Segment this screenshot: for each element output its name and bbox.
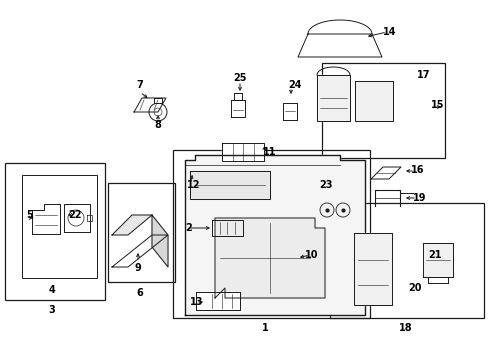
Text: 2: 2: [185, 223, 192, 233]
Bar: [321, 63, 444, 158]
Text: 24: 24: [287, 80, 301, 90]
Polygon shape: [184, 155, 364, 315]
Polygon shape: [64, 204, 90, 232]
Polygon shape: [112, 215, 152, 235]
Bar: [5, 163, 105, 300]
Text: 21: 21: [427, 250, 441, 260]
Polygon shape: [427, 277, 447, 283]
Bar: [22, 175, 97, 278]
Circle shape: [149, 103, 167, 121]
Polygon shape: [297, 34, 381, 57]
Text: 23: 23: [319, 180, 332, 190]
Text: 15: 15: [430, 100, 444, 110]
Text: 12: 12: [187, 180, 201, 190]
Text: 18: 18: [398, 323, 412, 333]
Text: 3: 3: [48, 305, 55, 315]
Text: 5: 5: [26, 210, 33, 220]
Polygon shape: [190, 171, 269, 199]
Text: 16: 16: [410, 165, 424, 175]
Text: 9: 9: [134, 263, 141, 273]
Polygon shape: [152, 215, 168, 267]
Text: 7: 7: [136, 80, 143, 90]
Bar: [370, 87, 379, 115]
Bar: [358, 87, 367, 115]
Polygon shape: [230, 100, 244, 117]
Polygon shape: [212, 220, 243, 236]
Polygon shape: [112, 235, 168, 267]
Text: 4: 4: [48, 285, 55, 295]
Text: 25: 25: [233, 73, 246, 83]
Text: 14: 14: [383, 27, 396, 37]
Polygon shape: [32, 204, 60, 234]
Polygon shape: [316, 75, 349, 121]
Polygon shape: [215, 218, 325, 298]
Bar: [382, 87, 391, 115]
Polygon shape: [134, 98, 165, 112]
Text: 19: 19: [412, 193, 426, 203]
Text: 17: 17: [416, 70, 430, 80]
Polygon shape: [370, 167, 400, 179]
Polygon shape: [283, 103, 296, 120]
Polygon shape: [196, 292, 240, 310]
Polygon shape: [87, 215, 92, 221]
Text: 22: 22: [68, 210, 81, 220]
Text: 13: 13: [190, 297, 203, 307]
Text: 8: 8: [154, 120, 161, 130]
Polygon shape: [354, 81, 392, 121]
Polygon shape: [422, 243, 452, 277]
Polygon shape: [154, 98, 162, 103]
Polygon shape: [222, 143, 264, 161]
Bar: [173, 150, 369, 318]
Bar: [309, 180, 359, 225]
Bar: [329, 203, 483, 318]
Text: 6: 6: [136, 288, 143, 298]
Text: 1: 1: [261, 323, 268, 333]
Bar: [108, 183, 175, 282]
Text: 20: 20: [407, 283, 421, 293]
Text: 11: 11: [263, 147, 276, 157]
Text: 10: 10: [305, 250, 318, 260]
Polygon shape: [353, 233, 391, 305]
Polygon shape: [234, 93, 242, 100]
